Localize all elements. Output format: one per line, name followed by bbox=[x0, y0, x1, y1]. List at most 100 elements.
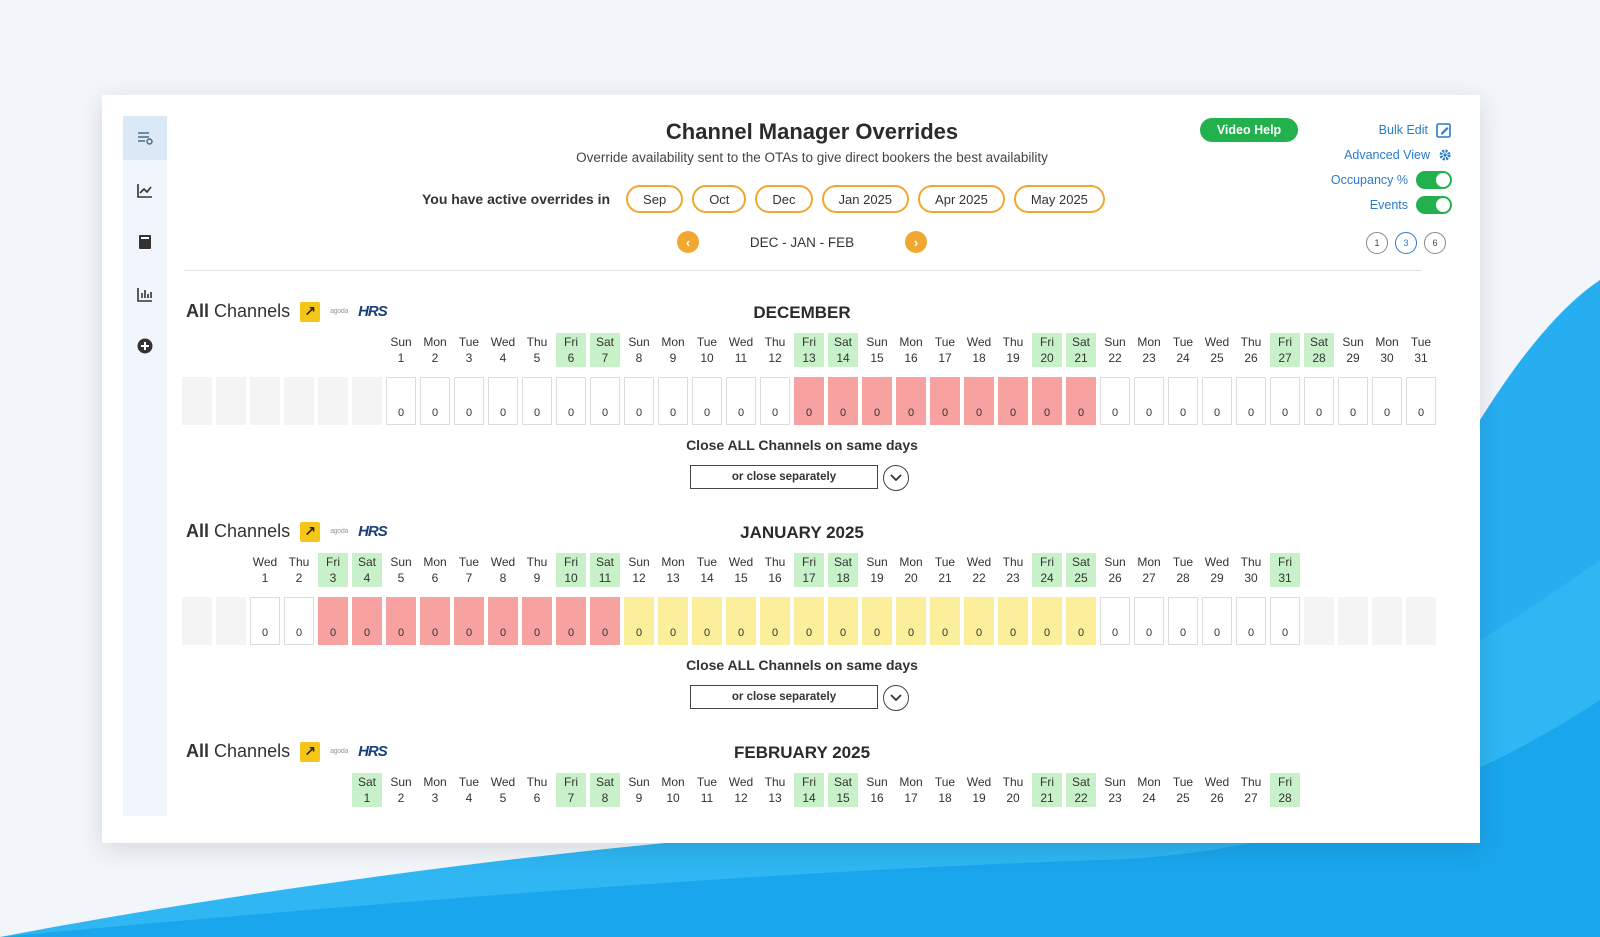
chevron-down-icon[interactable] bbox=[883, 465, 909, 491]
sidebar-item-trends[interactable] bbox=[123, 168, 167, 212]
availability-cell[interactable]: 0 bbox=[998, 377, 1028, 425]
availability-cell[interactable]: 0 bbox=[1406, 377, 1436, 425]
availability-cell[interactable]: 0 bbox=[284, 597, 314, 645]
bulk-edit-link[interactable]: Bulk Edit bbox=[1292, 117, 1452, 142]
availability-cell[interactable]: 0 bbox=[794, 377, 824, 425]
close-separately-select[interactable]: or close separately bbox=[690, 685, 878, 709]
availability-cell[interactable]: 0 bbox=[386, 597, 416, 645]
close-all-channels-label[interactable]: Close ALL Channels on same days bbox=[686, 437, 918, 453]
availability-cell[interactable]: 0 bbox=[1236, 377, 1266, 425]
availability-cell[interactable]: 0 bbox=[760, 597, 790, 645]
expedia-icon[interactable]: ↗ bbox=[300, 521, 321, 542]
sidebar-item-book[interactable] bbox=[123, 220, 167, 264]
availability-cell[interactable]: 0 bbox=[896, 597, 926, 645]
availability-cell[interactable]: 0 bbox=[726, 597, 756, 645]
view-6-months-button[interactable]: 6 bbox=[1424, 232, 1446, 254]
view-3-months-button[interactable]: 3 bbox=[1395, 232, 1417, 254]
availability-cell[interactable]: 0 bbox=[1032, 377, 1062, 425]
hrs-icon[interactable]: HRS bbox=[358, 523, 388, 540]
availability-cell[interactable]: 0 bbox=[1236, 597, 1266, 645]
availability-cell[interactable]: 0 bbox=[1202, 597, 1232, 645]
availability-cell[interactable]: 0 bbox=[386, 377, 416, 425]
sidebar-item-add[interactable] bbox=[123, 324, 167, 368]
availability-cell[interactable]: 0 bbox=[352, 597, 382, 645]
availability-cell[interactable]: 0 bbox=[522, 597, 552, 645]
agoda-icon[interactable]: agoda bbox=[330, 308, 349, 315]
availability-cell[interactable]: 0 bbox=[590, 377, 620, 425]
availability-cell[interactable]: 0 bbox=[998, 597, 1028, 645]
advanced-view-link[interactable]: Advanced View bbox=[1292, 142, 1452, 167]
override-month-chip[interactable]: Jan 2025 bbox=[821, 185, 910, 213]
availability-cell[interactable]: 0 bbox=[1066, 377, 1096, 425]
override-month-chip[interactable]: Dec bbox=[755, 185, 813, 213]
sidebar-item-reports[interactable] bbox=[123, 272, 167, 316]
availability-cell[interactable]: 0 bbox=[1304, 377, 1334, 425]
sidebar-item-overrides[interactable] bbox=[123, 116, 167, 160]
day-number: 9 bbox=[669, 351, 677, 365]
prev-period-button[interactable]: ‹ bbox=[677, 231, 699, 253]
availability-cell[interactable]: 0 bbox=[658, 597, 688, 645]
availability-cell[interactable]: 0 bbox=[318, 597, 348, 645]
availability-cell[interactable]: 0 bbox=[896, 377, 926, 425]
availability-cell[interactable]: 0 bbox=[692, 377, 722, 425]
availability-cell[interactable]: 0 bbox=[930, 597, 960, 645]
availability-cell[interactable]: 0 bbox=[590, 597, 620, 645]
availability-cell[interactable]: 0 bbox=[488, 377, 518, 425]
availability-cell[interactable]: 0 bbox=[692, 597, 722, 645]
availability-cell[interactable]: 0 bbox=[794, 597, 824, 645]
availability-cell[interactable]: 0 bbox=[250, 597, 280, 645]
override-month-chip[interactable]: Sep bbox=[626, 185, 684, 213]
availability-cell[interactable]: 0 bbox=[420, 597, 450, 645]
override-month-chip[interactable]: Oct bbox=[692, 185, 747, 213]
occupancy-toggle[interactable] bbox=[1416, 170, 1452, 189]
availability-cell[interactable]: 0 bbox=[454, 377, 484, 425]
availability-cell[interactable]: 0 bbox=[1168, 597, 1198, 645]
availability-cell[interactable]: 0 bbox=[1134, 597, 1164, 645]
availability-cell[interactable]: 0 bbox=[1100, 597, 1130, 645]
availability-cell[interactable]: 0 bbox=[1066, 597, 1096, 645]
availability-cell[interactable]: 0 bbox=[1372, 377, 1402, 425]
availability-cell[interactable]: 0 bbox=[624, 377, 654, 425]
availability-cell[interactable]: 0 bbox=[556, 377, 586, 425]
availability-cell[interactable]: 0 bbox=[1270, 377, 1300, 425]
availability-cell[interactable]: 0 bbox=[454, 597, 484, 645]
override-month-chip[interactable]: Apr 2025 bbox=[918, 185, 1005, 213]
availability-cell[interactable]: 0 bbox=[1032, 597, 1062, 645]
view-1-month-button[interactable]: 1 bbox=[1366, 232, 1388, 254]
agoda-icon[interactable]: agoda bbox=[330, 748, 349, 755]
video-help-button[interactable]: Video Help bbox=[1200, 118, 1298, 142]
availability-cell[interactable]: 0 bbox=[828, 377, 858, 425]
availability-cell[interactable]: 0 bbox=[624, 597, 654, 645]
availability-cell[interactable]: 0 bbox=[862, 597, 892, 645]
availability-cell[interactable]: 0 bbox=[862, 377, 892, 425]
availability-cell[interactable]: 0 bbox=[1134, 377, 1164, 425]
chevron-down-icon[interactable] bbox=[883, 685, 909, 711]
availability-cell[interactable]: 0 bbox=[964, 377, 994, 425]
availability-cell[interactable]: 0 bbox=[760, 377, 790, 425]
hrs-icon[interactable]: HRS bbox=[358, 303, 388, 320]
close-separately-select[interactable]: or close separately bbox=[690, 465, 878, 489]
availability-cell[interactable]: 0 bbox=[1338, 377, 1368, 425]
next-period-button[interactable]: › bbox=[904, 231, 927, 253]
hrs-icon[interactable]: HRS bbox=[358, 743, 388, 760]
availability-cell[interactable]: 0 bbox=[1168, 377, 1198, 425]
availability-cell[interactable]: 0 bbox=[726, 377, 756, 425]
availability-cell[interactable]: 0 bbox=[828, 597, 858, 645]
expedia-icon[interactable]: ↗ bbox=[300, 301, 321, 322]
override-month-chip[interactable]: May 2025 bbox=[1013, 185, 1105, 213]
availability-cell[interactable]: 0 bbox=[658, 377, 688, 425]
availability-cell[interactable]: 0 bbox=[556, 597, 586, 645]
availability-cell[interactable]: 0 bbox=[488, 597, 518, 645]
day-number: 18 bbox=[972, 351, 986, 365]
availability-cell[interactable]: 0 bbox=[522, 377, 552, 425]
events-toggle[interactable] bbox=[1416, 195, 1452, 214]
availability-cell[interactable]: 0 bbox=[420, 377, 450, 425]
availability-cell[interactable]: 0 bbox=[1202, 377, 1232, 425]
agoda-icon[interactable]: agoda bbox=[330, 528, 349, 535]
availability-cell[interactable]: 0 bbox=[964, 597, 994, 645]
close-all-channels-label[interactable]: Close ALL Channels on same days bbox=[686, 657, 918, 673]
availability-cell[interactable]: 0 bbox=[1100, 377, 1130, 425]
expedia-icon[interactable]: ↗ bbox=[300, 741, 321, 762]
availability-cell[interactable]: 0 bbox=[1270, 597, 1300, 645]
availability-cell[interactable]: 0 bbox=[930, 377, 960, 425]
